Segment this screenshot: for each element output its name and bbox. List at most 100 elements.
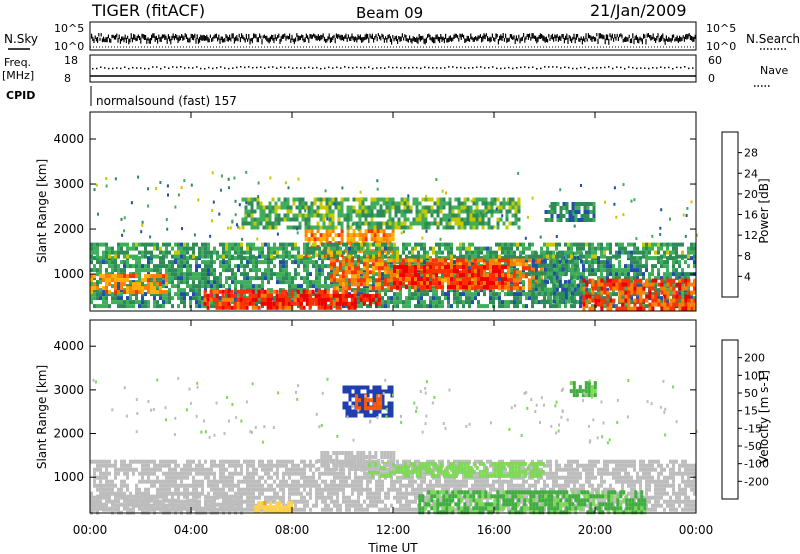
- power-cell: [546, 280, 549, 285]
- power-cell: [126, 286, 129, 291]
- power-cell: [189, 300, 192, 305]
- power-cell: [367, 205, 371, 210]
- power-cell: [395, 270, 399, 275]
- power-cell: [278, 305, 282, 310]
- power-cell: [286, 217, 290, 222]
- power-cell: [687, 264, 690, 269]
- power-cell: [489, 250, 492, 255]
- power-cell: [279, 288, 282, 293]
- power-cell: [615, 282, 619, 287]
- nsky-sample: [232, 33, 234, 39]
- power-cell: [417, 242, 420, 247]
- nsky-sample: [278, 33, 280, 38]
- power-cell: [492, 281, 495, 286]
- power-cell: [432, 281, 435, 286]
- power-cell: [331, 209, 335, 214]
- power-cell: [305, 301, 309, 306]
- nave-sample: [156, 66, 158, 68]
- power-cell: [518, 258, 522, 263]
- power-cell: [408, 296, 411, 301]
- power-cell: [213, 300, 216, 305]
- power-cell: [282, 268, 285, 273]
- power-cell: [289, 205, 293, 210]
- power-cell: [585, 250, 588, 255]
- nsky-sample: [655, 38, 657, 43]
- power-cell: [492, 285, 495, 290]
- power-cell: [540, 287, 544, 292]
- power-cell: [648, 290, 652, 295]
- power-cell: [96, 242, 99, 247]
- power-cell: [423, 273, 426, 278]
- power-cell: [512, 282, 516, 287]
- power-cell: [489, 246, 492, 251]
- nsky-sample: [293, 38, 295, 45]
- power-cell: [186, 242, 189, 247]
- power-cell: [399, 292, 402, 297]
- power-cell: [468, 260, 471, 265]
- power-cell: [286, 213, 290, 218]
- power-cell: [403, 205, 407, 210]
- power-cell: [362, 278, 366, 283]
- power-cell: [291, 260, 294, 265]
- power-cell: [150, 274, 153, 279]
- power-cell: [394, 209, 398, 214]
- power-cell: [684, 294, 688, 299]
- nsky-sample: [250, 38, 252, 42]
- power-cell: [343, 213, 347, 218]
- nsky-sample: [664, 38, 666, 45]
- power-cell: [570, 283, 574, 288]
- nsky-sample: [209, 34, 211, 38]
- nsky-sample: [217, 37, 219, 42]
- power-cell: [397, 225, 401, 230]
- nsky-sample: [620, 33, 622, 37]
- power-cell: [201, 246, 204, 251]
- power-cell: [353, 278, 357, 283]
- power-cell: [256, 217, 260, 222]
- power-cell: [452, 282, 456, 287]
- power-cell: [339, 260, 342, 265]
- power-cell: [171, 272, 174, 277]
- nsky-sample: [94, 35, 96, 39]
- power-cell: [482, 262, 486, 267]
- power-cell: [192, 246, 195, 251]
- power-cell: [507, 246, 510, 251]
- power-cell: [447, 281, 450, 286]
- power-cell: [318, 276, 321, 281]
- power-cell: [552, 271, 556, 276]
- power-cell: [438, 300, 441, 305]
- power-cell: [253, 209, 257, 214]
- power-cell: [129, 296, 132, 301]
- power-cell: [388, 205, 392, 210]
- nave-sample: [336, 66, 338, 69]
- power-cell: [294, 292, 297, 297]
- power-cell: [471, 265, 474, 270]
- power-cell: [570, 295, 574, 300]
- nsky-sample: [161, 34, 163, 39]
- power-cell: [195, 242, 198, 247]
- power-cell: [651, 282, 655, 287]
- power-cell: [340, 253, 344, 258]
- power-cell: [303, 276, 306, 281]
- nsky-sample: [560, 36, 562, 41]
- power-cell: [379, 237, 383, 242]
- power-cell: [482, 258, 486, 263]
- power-cell: [279, 268, 282, 273]
- nsky-sample: [385, 36, 387, 40]
- power-cell: [138, 260, 141, 265]
- power-cell: [183, 272, 186, 277]
- power-cell: [573, 242, 576, 247]
- power-cell: [341, 262, 345, 267]
- nsky-sample: [418, 34, 420, 40]
- power-cell: [206, 301, 210, 306]
- power-cell: [108, 282, 111, 287]
- power-cell: [153, 286, 156, 291]
- power-cell: [501, 281, 504, 286]
- power-cell: [310, 233, 314, 238]
- power-cell: [123, 242, 126, 247]
- power-cell: [540, 299, 544, 304]
- nsky-sample: [274, 34, 276, 40]
- power-cell: [344, 293, 348, 298]
- nave-sample: [516, 67, 518, 69]
- power-cell: [204, 304, 207, 309]
- power-cell: [510, 250, 513, 255]
